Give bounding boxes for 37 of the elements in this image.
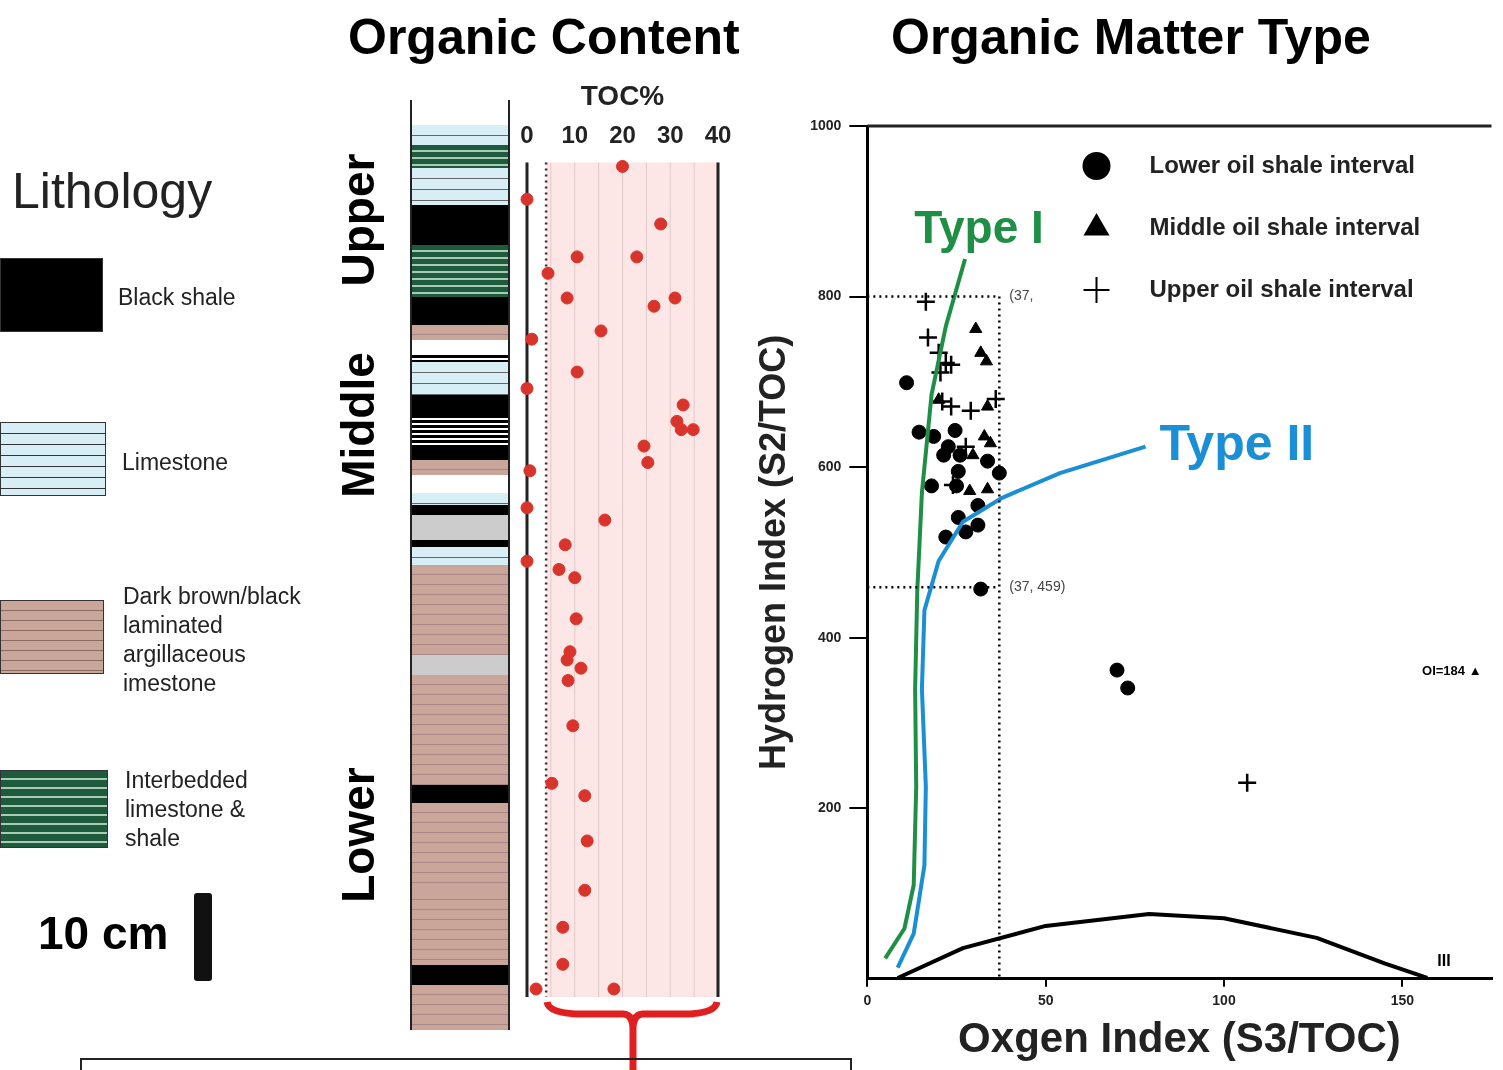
annotation: (37, — [1009, 287, 1034, 304]
series-label: III — [1437, 952, 1451, 970]
x-axis-title: TOC% — [580, 79, 665, 111]
chart-title: Organic Content — [348, 8, 740, 66]
x-tick-label: 100 — [1212, 992, 1236, 1009]
x-tick-label: 20 — [609, 120, 636, 148]
text: Limestone — [122, 448, 229, 477]
x-tick-label: 10 — [561, 120, 589, 148]
text: Middle — [331, 352, 385, 498]
legend-label: Lower oil shale interval — [1149, 150, 1415, 178]
x-tick-label: 0 — [520, 120, 534, 148]
text: Upper — [331, 153, 385, 287]
y-tick-label: 600 — [817, 457, 842, 474]
legend-label: Middle oil shale interval — [1149, 212, 1421, 240]
x-tick-label: 40 — [704, 120, 732, 148]
annotation: OI=184 ▲ — [1422, 663, 1482, 679]
text: Dark brown/black laminated argillaceous imestone — [123, 582, 301, 698]
x-tick-label: 50 — [1037, 992, 1054, 1009]
x-tick-label: 30 — [656, 120, 684, 148]
text: Black shale — [118, 283, 236, 312]
y-tick-label: 800 — [817, 287, 842, 304]
legend-label: Upper oil shale interval — [1149, 274, 1414, 302]
annotation: (37, 459) — [1009, 578, 1066, 595]
y-axis-title: Hydrogen Index (S2/TOC) — [751, 334, 793, 771]
y-tick-label: 1000 — [810, 116, 842, 133]
x-tick-label: 150 — [1390, 992, 1415, 1009]
text: Lower — [331, 767, 385, 903]
series-label: Type II — [1159, 415, 1315, 472]
text: Lithology — [12, 162, 213, 220]
y-tick-label: 400 — [817, 628, 842, 645]
text: 10 cm — [38, 906, 169, 960]
series-label: Type I — [914, 200, 1044, 253]
x-tick-label: 0 — [863, 992, 872, 1009]
text: Interbedded limestone & shale — [125, 766, 248, 853]
x-axis-title: Oxgen Index (S3/TOC) — [958, 1014, 1401, 1062]
y-tick-label: 200 — [817, 799, 842, 816]
chart-title: Organic Matter Type — [891, 8, 1371, 66]
